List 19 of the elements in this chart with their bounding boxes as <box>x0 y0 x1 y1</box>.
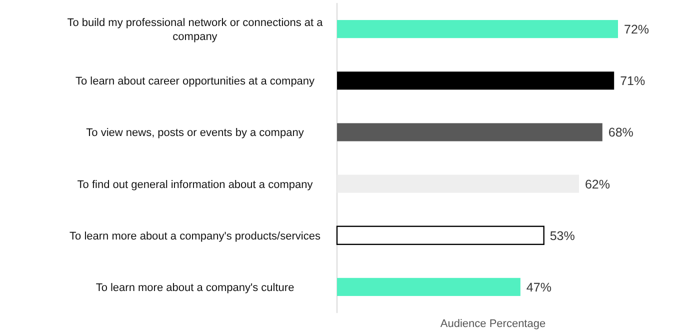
bar <box>337 174 579 193</box>
y-tick-label: To learn more about a company's culture <box>96 282 294 294</box>
y-tick-label: To learn about career opportunities at a company <box>75 76 316 88</box>
bar <box>336 226 544 245</box>
y-tick-label: To find out general information about a company <box>77 178 314 191</box>
data-label: 72% <box>624 22 650 37</box>
y-tick-label: To view news, posts or events by a company <box>86 127 304 140</box>
data-label: 68% <box>608 126 634 140</box>
bar <box>337 72 614 90</box>
bar <box>337 123 602 142</box>
data-label: 71% <box>620 74 646 88</box>
data-label: 53% <box>550 228 575 243</box>
data-label: 62% <box>584 177 610 192</box>
data-label: 47% <box>526 280 552 294</box>
bar <box>337 20 618 38</box>
x-axis-title: Audience Percentage <box>440 318 546 330</box>
y-tick-label: To learn more about a company's products/services <box>70 230 321 242</box>
y-tick-label: To build my professional network or connections at a company <box>67 17 324 44</box>
bar <box>337 278 520 296</box>
